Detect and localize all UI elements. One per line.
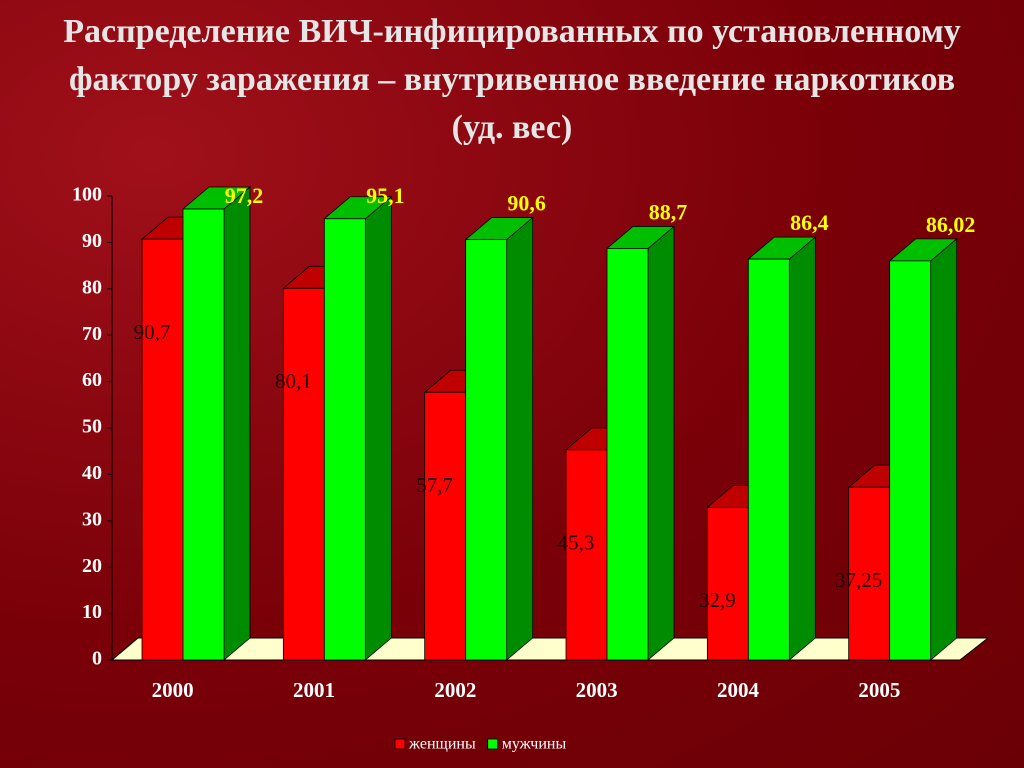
x-tick-label: 2004 bbox=[717, 678, 760, 702]
bar-front bbox=[606, 248, 649, 661]
bar-front bbox=[889, 260, 932, 661]
legend-swatch bbox=[487, 738, 499, 750]
legend-swatch bbox=[394, 738, 406, 750]
bar-side bbox=[506, 216, 534, 661]
x-tick-label: 2000 bbox=[152, 678, 194, 702]
bar-side bbox=[930, 238, 958, 661]
bar-side bbox=[223, 186, 251, 661]
legend-label: мужчины bbox=[502, 736, 567, 753]
legend-label: женщины bbox=[408, 736, 476, 753]
bar-front bbox=[323, 218, 366, 661]
bar bbox=[181, 186, 252, 661]
x-tick-label: 2002 bbox=[434, 678, 476, 702]
bar-side bbox=[647, 225, 675, 661]
bar-front bbox=[848, 486, 891, 661]
y-tick-label: 30 bbox=[82, 508, 102, 530]
y-tick-label: 10 bbox=[82, 601, 102, 623]
bar-front bbox=[465, 239, 508, 661]
y-tick-label: 40 bbox=[82, 462, 102, 484]
value-label: 37,25 bbox=[835, 568, 882, 592]
value-label: 86,4 bbox=[790, 210, 829, 235]
bar-side bbox=[364, 195, 392, 661]
value-label: 32,9 bbox=[699, 588, 736, 612]
value-label: 80,1 bbox=[275, 369, 312, 393]
bar-front bbox=[282, 287, 325, 661]
y-tick-label: 50 bbox=[82, 416, 102, 438]
value-label: 90,6 bbox=[507, 191, 546, 216]
chart-title: Распределение ВИЧ-инфицированных по уста… bbox=[63, 13, 961, 146]
bar bbox=[747, 236, 817, 661]
value-label: 88,7 bbox=[649, 199, 688, 224]
bar-front bbox=[182, 208, 225, 661]
y-tick-label: 80 bbox=[82, 276, 102, 298]
bar bbox=[323, 195, 393, 661]
bar bbox=[605, 225, 676, 661]
value-label: 45,3 bbox=[558, 531, 595, 555]
y-tick-label: 20 bbox=[82, 555, 102, 577]
bar-front bbox=[565, 449, 608, 661]
y-tick-label: 100 bbox=[72, 184, 102, 206]
bar-front bbox=[424, 391, 467, 661]
value-label: 86,02 bbox=[926, 212, 976, 237]
bar bbox=[464, 216, 534, 661]
bar-side bbox=[788, 236, 816, 661]
y-tick-label: 70 bbox=[82, 323, 102, 345]
x-tick-label: 2001 bbox=[293, 678, 335, 702]
x-tick-label: 2005 bbox=[858, 678, 900, 702]
value-label: 97,2 bbox=[225, 183, 264, 208]
bar-front bbox=[141, 238, 184, 661]
bar-front bbox=[706, 506, 749, 661]
y-tick-label: 0 bbox=[92, 648, 102, 670]
bar-front bbox=[747, 258, 790, 661]
y-tick-label: 90 bbox=[82, 230, 102, 252]
value-label: 57,7 bbox=[416, 473, 453, 497]
value-label: 95,1 bbox=[366, 183, 405, 208]
bar bbox=[888, 238, 958, 661]
y-tick-label: 60 bbox=[82, 369, 102, 391]
value-label: 90,7 bbox=[134, 320, 171, 344]
x-tick-label: 2003 bbox=[576, 678, 618, 702]
